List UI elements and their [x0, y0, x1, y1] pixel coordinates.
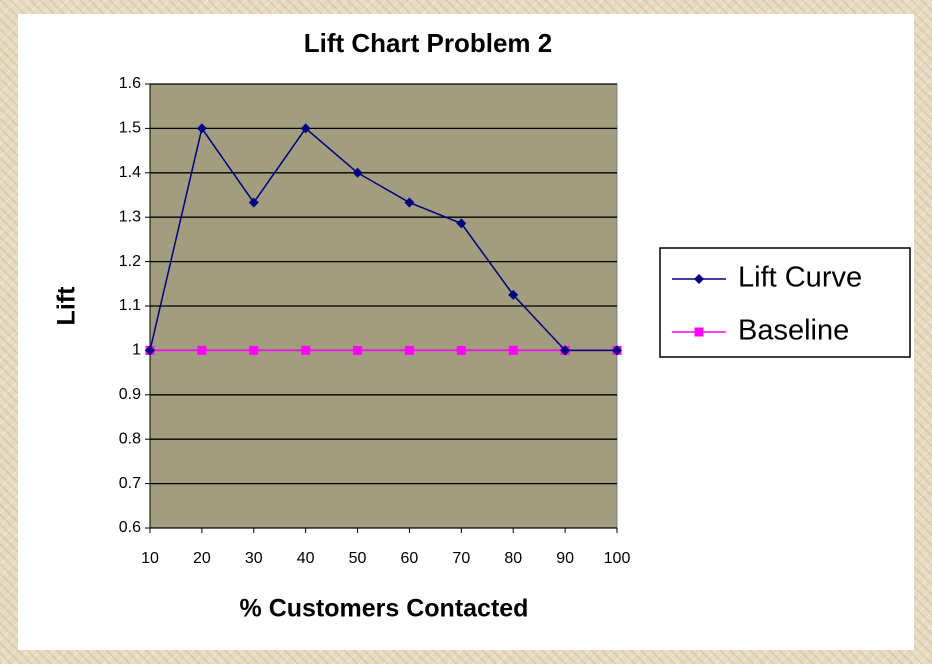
x-tick-label: 60 — [401, 550, 419, 567]
y-tick-label: 1.5 — [119, 120, 141, 137]
y-tick-label: 0.9 — [119, 386, 141, 403]
point — [456, 345, 466, 355]
point — [352, 167, 363, 178]
point — [248, 197, 259, 208]
x-tick-label: 80 — [504, 550, 522, 567]
point — [508, 289, 519, 300]
point — [456, 218, 467, 229]
legend-swatch-marker — [694, 327, 704, 337]
x-tick-label: 50 — [349, 550, 367, 567]
y-tick-label: 1 — [132, 342, 141, 359]
y-tick-label: 1.4 — [119, 164, 141, 181]
legend-label: Lift Curve — [738, 262, 862, 294]
y-tick-label: 0.6 — [119, 519, 141, 536]
point — [404, 345, 414, 355]
x-axis-label: % Customers Contacted — [240, 595, 529, 623]
series-line — [149, 126, 617, 352]
point — [508, 345, 518, 355]
point — [612, 345, 622, 356]
y-tick-label: 1.2 — [119, 253, 141, 270]
point — [301, 345, 311, 355]
point — [196, 123, 207, 134]
x-tick-label: 20 — [193, 550, 211, 567]
y-tick-label: 0.8 — [119, 430, 141, 447]
x-tick-label: 100 — [604, 550, 631, 567]
x-tick-label: 70 — [452, 550, 470, 567]
y-tick-label: 0.7 — [119, 475, 141, 492]
point — [353, 345, 363, 355]
y-tick-label: 1.6 — [119, 75, 141, 92]
point — [197, 345, 207, 355]
x-tick-label: 40 — [297, 550, 315, 567]
x-tick-label: 90 — [556, 550, 574, 567]
x-tick-label: 10 — [141, 550, 159, 567]
y-tick-label: 1.3 — [119, 208, 141, 225]
point — [404, 197, 415, 208]
point — [249, 345, 259, 355]
legend-label: Baseline — [738, 315, 849, 347]
x-tick-label: 30 — [245, 550, 263, 567]
point — [300, 123, 311, 134]
chart-title: Lift Chart Problem 2 — [304, 28, 552, 58]
legend-swatch-marker — [694, 274, 704, 284]
y-axis-label: Lift — [53, 286, 81, 326]
legend-box — [659, 247, 911, 358]
point — [145, 345, 155, 356]
y-tick-label: 1.1 — [119, 297, 141, 314]
point — [560, 345, 571, 356]
